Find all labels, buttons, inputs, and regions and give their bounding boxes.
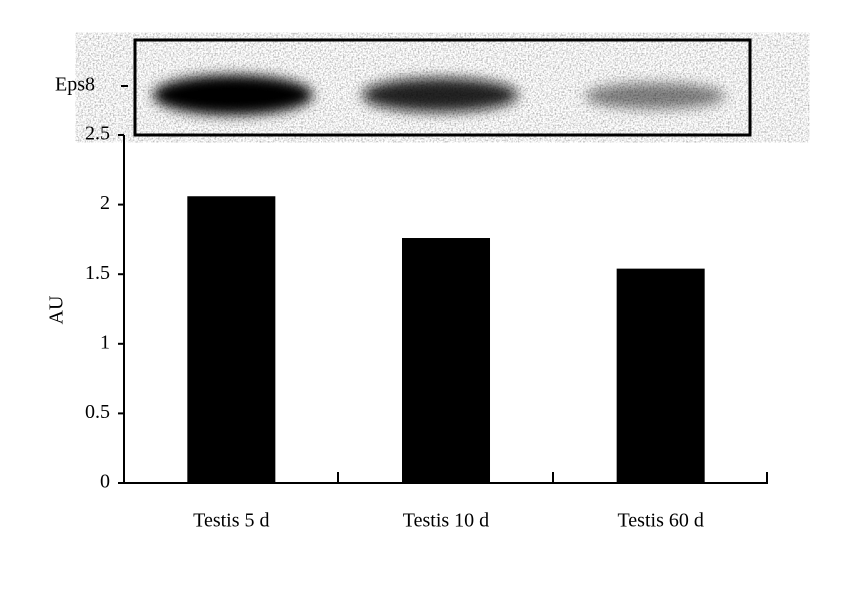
western-blot — [121, 38, 752, 137]
x-tick-label: Testis 5 d — [193, 510, 269, 532]
x-tick-label: Testis 10 d — [403, 510, 489, 532]
y-tick-label: 2.5 — [85, 123, 110, 145]
y-tick-label: 0.5 — [85, 401, 110, 423]
y-tick-label: 1.5 — [85, 262, 110, 284]
bar — [401, 238, 491, 483]
bar — [616, 268, 705, 483]
y-axis-label: AU — [46, 295, 68, 324]
bar — [187, 196, 276, 484]
y-tick-label: 2 — [100, 192, 110, 214]
x-tick-label: Testis 60 d — [617, 510, 703, 532]
y-tick-label: 1 — [100, 331, 110, 353]
y-tick-label: 0 — [100, 471, 110, 493]
blot-label: Eps8 — [55, 74, 95, 96]
